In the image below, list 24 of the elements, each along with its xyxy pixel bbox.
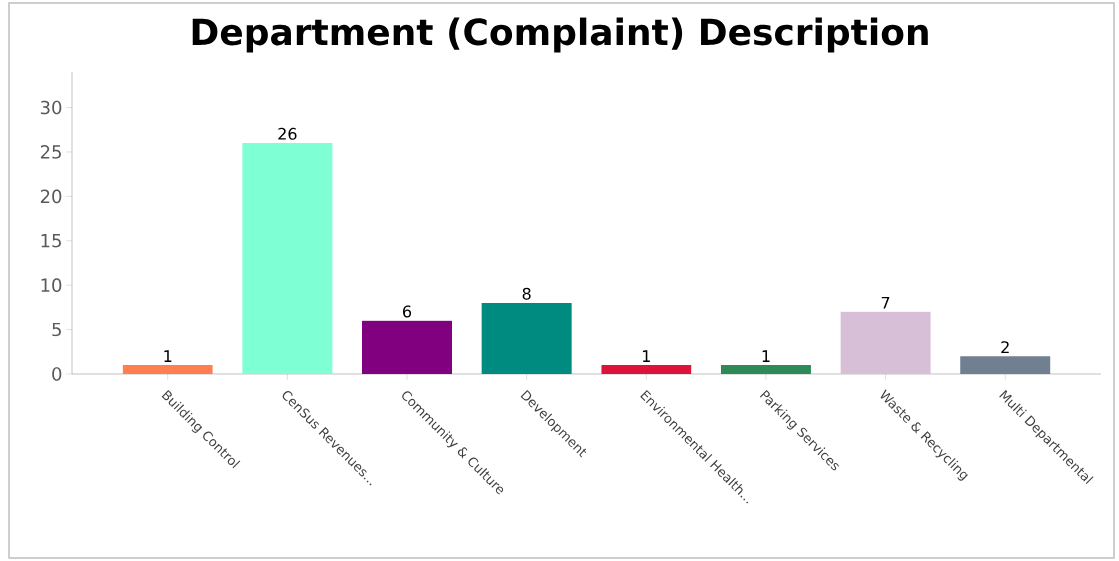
y-tick-label: 15 xyxy=(41,234,61,248)
y-tick-label: 5 xyxy=(52,322,61,337)
y-tick-label: 10 xyxy=(41,278,62,292)
bar xyxy=(720,365,811,374)
data-label: 1 xyxy=(762,350,770,362)
y-tick-label: 30 xyxy=(40,100,62,115)
data-label: 6 xyxy=(403,305,412,318)
bar xyxy=(242,143,333,374)
bar xyxy=(481,302,572,374)
bar xyxy=(122,365,213,374)
data-label: 2 xyxy=(1001,341,1009,354)
y-tick-label: 20 xyxy=(40,189,62,204)
data-label: 1 xyxy=(164,350,172,362)
y-tick-label: 25 xyxy=(40,145,61,159)
bar xyxy=(840,311,931,374)
data-label: 1 xyxy=(642,350,650,362)
bar xyxy=(362,320,453,374)
data-label: 26 xyxy=(278,127,297,140)
y-tick-label: 0 xyxy=(52,367,62,381)
bar xyxy=(601,365,692,374)
data-label: 8 xyxy=(522,287,531,300)
chart-title: Department (Complaint) Description xyxy=(192,17,928,53)
bar xyxy=(960,356,1051,374)
data-label: 7 xyxy=(881,296,890,309)
